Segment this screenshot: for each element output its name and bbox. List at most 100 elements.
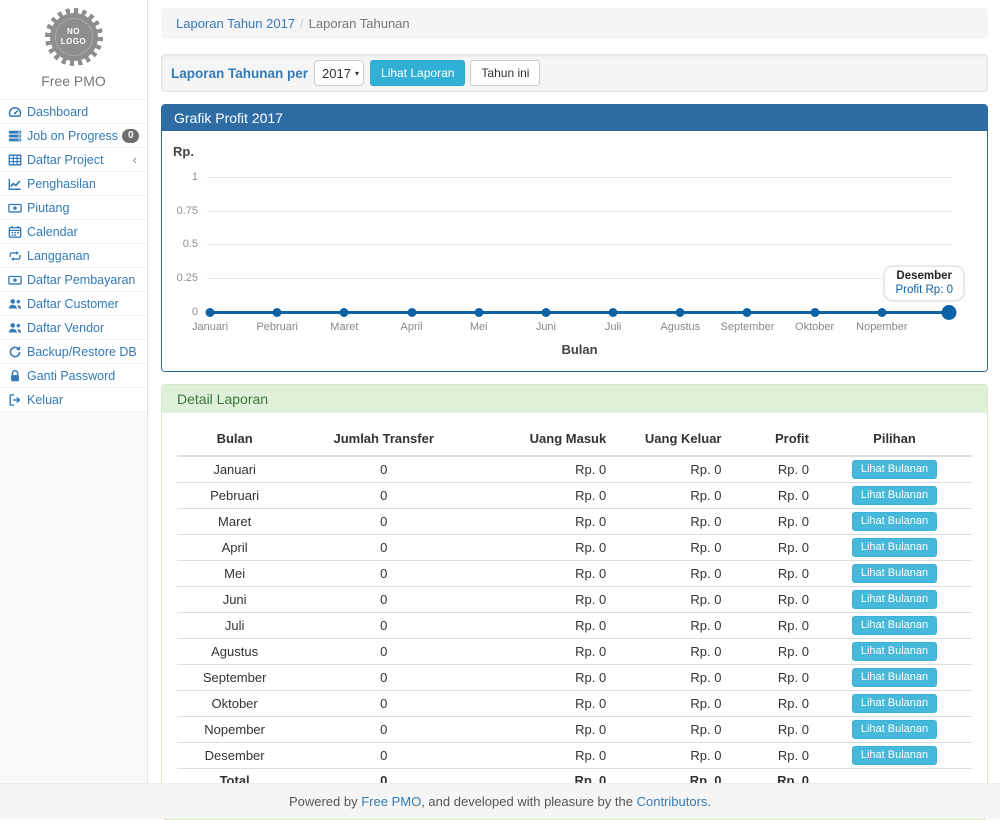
x-tick-label: Agustus [660,321,700,333]
cell-profit: Rp. 0 [730,561,817,587]
sidebar-item-daftar-vendor[interactable]: Daftar Vendor [0,316,147,340]
sidebar-item-label: Keluar [27,393,63,407]
lihat-laporan-button[interactable]: Lihat Laporan [370,60,465,86]
cell-masuk: Rp. 0 [475,561,614,587]
y-axis-title: Rp. [173,144,194,159]
data-point-maret[interactable] [340,308,349,317]
data-point-januari[interactable] [206,308,215,317]
sidebar-item-calendar[interactable]: Calendar [0,220,147,244]
cell-profit: Rp. 0 [730,509,817,535]
lihat-bulanan-button[interactable]: Lihat Bulanan [852,642,937,661]
lihat-bulanan-button[interactable]: Lihat Bulanan [852,668,937,687]
lihat-bulanan-button[interactable]: Lihat Bulanan [852,616,937,635]
year-select-value: 2017 [322,66,351,81]
cell-jumlah: 0 [292,717,475,743]
footer-middle-text: , and developed with pleasure by the [421,794,633,809]
y-tick-075: 0.75 [162,205,198,217]
data-point-oktober[interactable] [810,308,819,317]
sidebar-item-job-on-progress[interactable]: Job on Progress 0 [0,124,147,148]
footer-suffix: . [707,794,711,809]
sidebar-item-label: Langganan [27,249,90,263]
sidebar-item-daftar-customer[interactable]: Daftar Customer [0,292,147,316]
lihat-bulanan-button[interactable]: Lihat Bulanan [852,590,937,609]
data-point-desember-highlighted[interactable] [942,305,957,320]
data-point-april[interactable] [407,308,416,317]
lihat-bulanan-button[interactable]: Lihat Bulanan [852,564,937,583]
cell-masuk: Rp. 0 [475,613,614,639]
data-point-nopember[interactable] [877,308,886,317]
footer-link-free-pmo[interactable]: Free PMO [361,794,421,809]
sidebar-item-piutang[interactable]: Piutang [0,196,147,220]
sidebar-item-label: Daftar Vendor [27,321,104,335]
cell-jumlah: 0 [292,561,475,587]
sidebar-item-label: Penghasilan [27,177,96,191]
cell-keluar: Rp. 0 [614,691,729,717]
col-header-bulan: Bulan [177,426,292,456]
sidebar-item-penghasilan[interactable]: Penghasilan [0,172,147,196]
data-point-agustus[interactable] [676,308,685,317]
lihat-bulanan-button[interactable]: Lihat Bulanan [852,746,937,765]
tooltip-value: Profit Rp: 0 [895,284,953,296]
sidebar-item-dashboard[interactable]: Dashboard [0,100,147,124]
data-point-pebruari[interactable] [273,308,282,317]
chart-tooltip: Desember Profit Rp: 0 [883,265,965,302]
breadcrumb-link-laporan-tahun[interactable]: Laporan Tahun 2017 [176,16,295,31]
cell-jumlah: 0 [292,509,475,535]
cell-profit: Rp. 0 [730,535,817,561]
data-point-juli[interactable] [609,308,618,317]
footer-link-contributors[interactable]: Contributors [637,794,708,809]
breadcrumb: Laporan Tahun 2017/Laporan Tahunan [161,8,988,39]
cell-masuk: Rp. 0 [475,717,614,743]
cell-keluar: Rp. 0 [614,665,729,691]
tahun-ini-button[interactable]: Tahun ini [470,60,540,86]
col-header-uang-keluar: Uang Keluar [614,426,729,456]
cell-jumlah: 0 [292,587,475,613]
cell-bulan: Pebruari [177,483,292,509]
col-header-profit: Profit [730,426,817,456]
lihat-bulanan-button[interactable]: Lihat Bulanan [852,512,937,531]
sidebar-item-daftar-project[interactable]: Daftar Project ‹ [0,148,147,172]
x-tick-label: Pebruari [256,321,298,333]
no-logo-seal-inner: NO LOGO [50,13,98,61]
sign-out-icon [8,393,23,407]
cell-profit: Rp. 0 [730,587,817,613]
cell-masuk: Rp. 0 [475,587,614,613]
lihat-bulanan-button[interactable]: Lihat Bulanan [852,538,937,557]
data-point-juni[interactable] [541,308,550,317]
sidebar-item-keluar[interactable]: Keluar [0,388,147,412]
lihat-bulanan-button[interactable]: Lihat Bulanan [852,694,937,713]
sidebar-menu: Dashboard Job on Progress 0 Daftar Proje… [0,99,147,412]
cell-jumlah: 0 [292,535,475,561]
cell-jumlah: 0 [292,639,475,665]
cell-jumlah: 0 [292,665,475,691]
cell-bulan: Juli [177,613,292,639]
cell-bulan: April [177,535,292,561]
money-icon [8,201,23,215]
year-select[interactable]: 2017 ▾ [314,60,364,86]
cell-masuk: Rp. 0 [475,456,614,483]
profit-chart-panel: Grafik Profit 2017 Rp. 1 0.75 0.5 0.25 0 [161,104,988,372]
sidebar-item-backup-restore-db[interactable]: Backup/Restore DB [0,340,147,364]
x-tick-label: Oktober [795,321,834,333]
sidebar-item-ganti-password[interactable]: Ganti Password [0,364,147,388]
data-point-september[interactable] [743,308,752,317]
x-tick-label: April [401,321,423,333]
money-icon [8,273,23,287]
cell-masuk: Rp. 0 [475,535,614,561]
report-filter-bar: Laporan Tahunan per 2017 ▾ Lihat Laporan… [161,54,988,92]
x-tick-label: Maret [330,321,358,333]
main-content: Laporan Tahun 2017/Laporan Tahunan Lapor… [149,0,1000,783]
cell-jumlah: 0 [292,743,475,769]
lihat-bulanan-button[interactable]: Lihat Bulanan [852,460,937,479]
lihat-bulanan-button[interactable]: Lihat Bulanan [852,720,937,739]
sidebar-item-langganan[interactable]: Langganan [0,244,147,268]
lihat-bulanan-button[interactable]: Lihat Bulanan [852,486,937,505]
sidebar-item-daftar-pembayaran[interactable]: Daftar Pembayaran [0,268,147,292]
cell-profit: Rp. 0 [730,639,817,665]
logo-line2: LOGO [61,37,87,47]
y-tick-05: 0.5 [162,238,198,250]
data-point-mei[interactable] [474,308,483,317]
